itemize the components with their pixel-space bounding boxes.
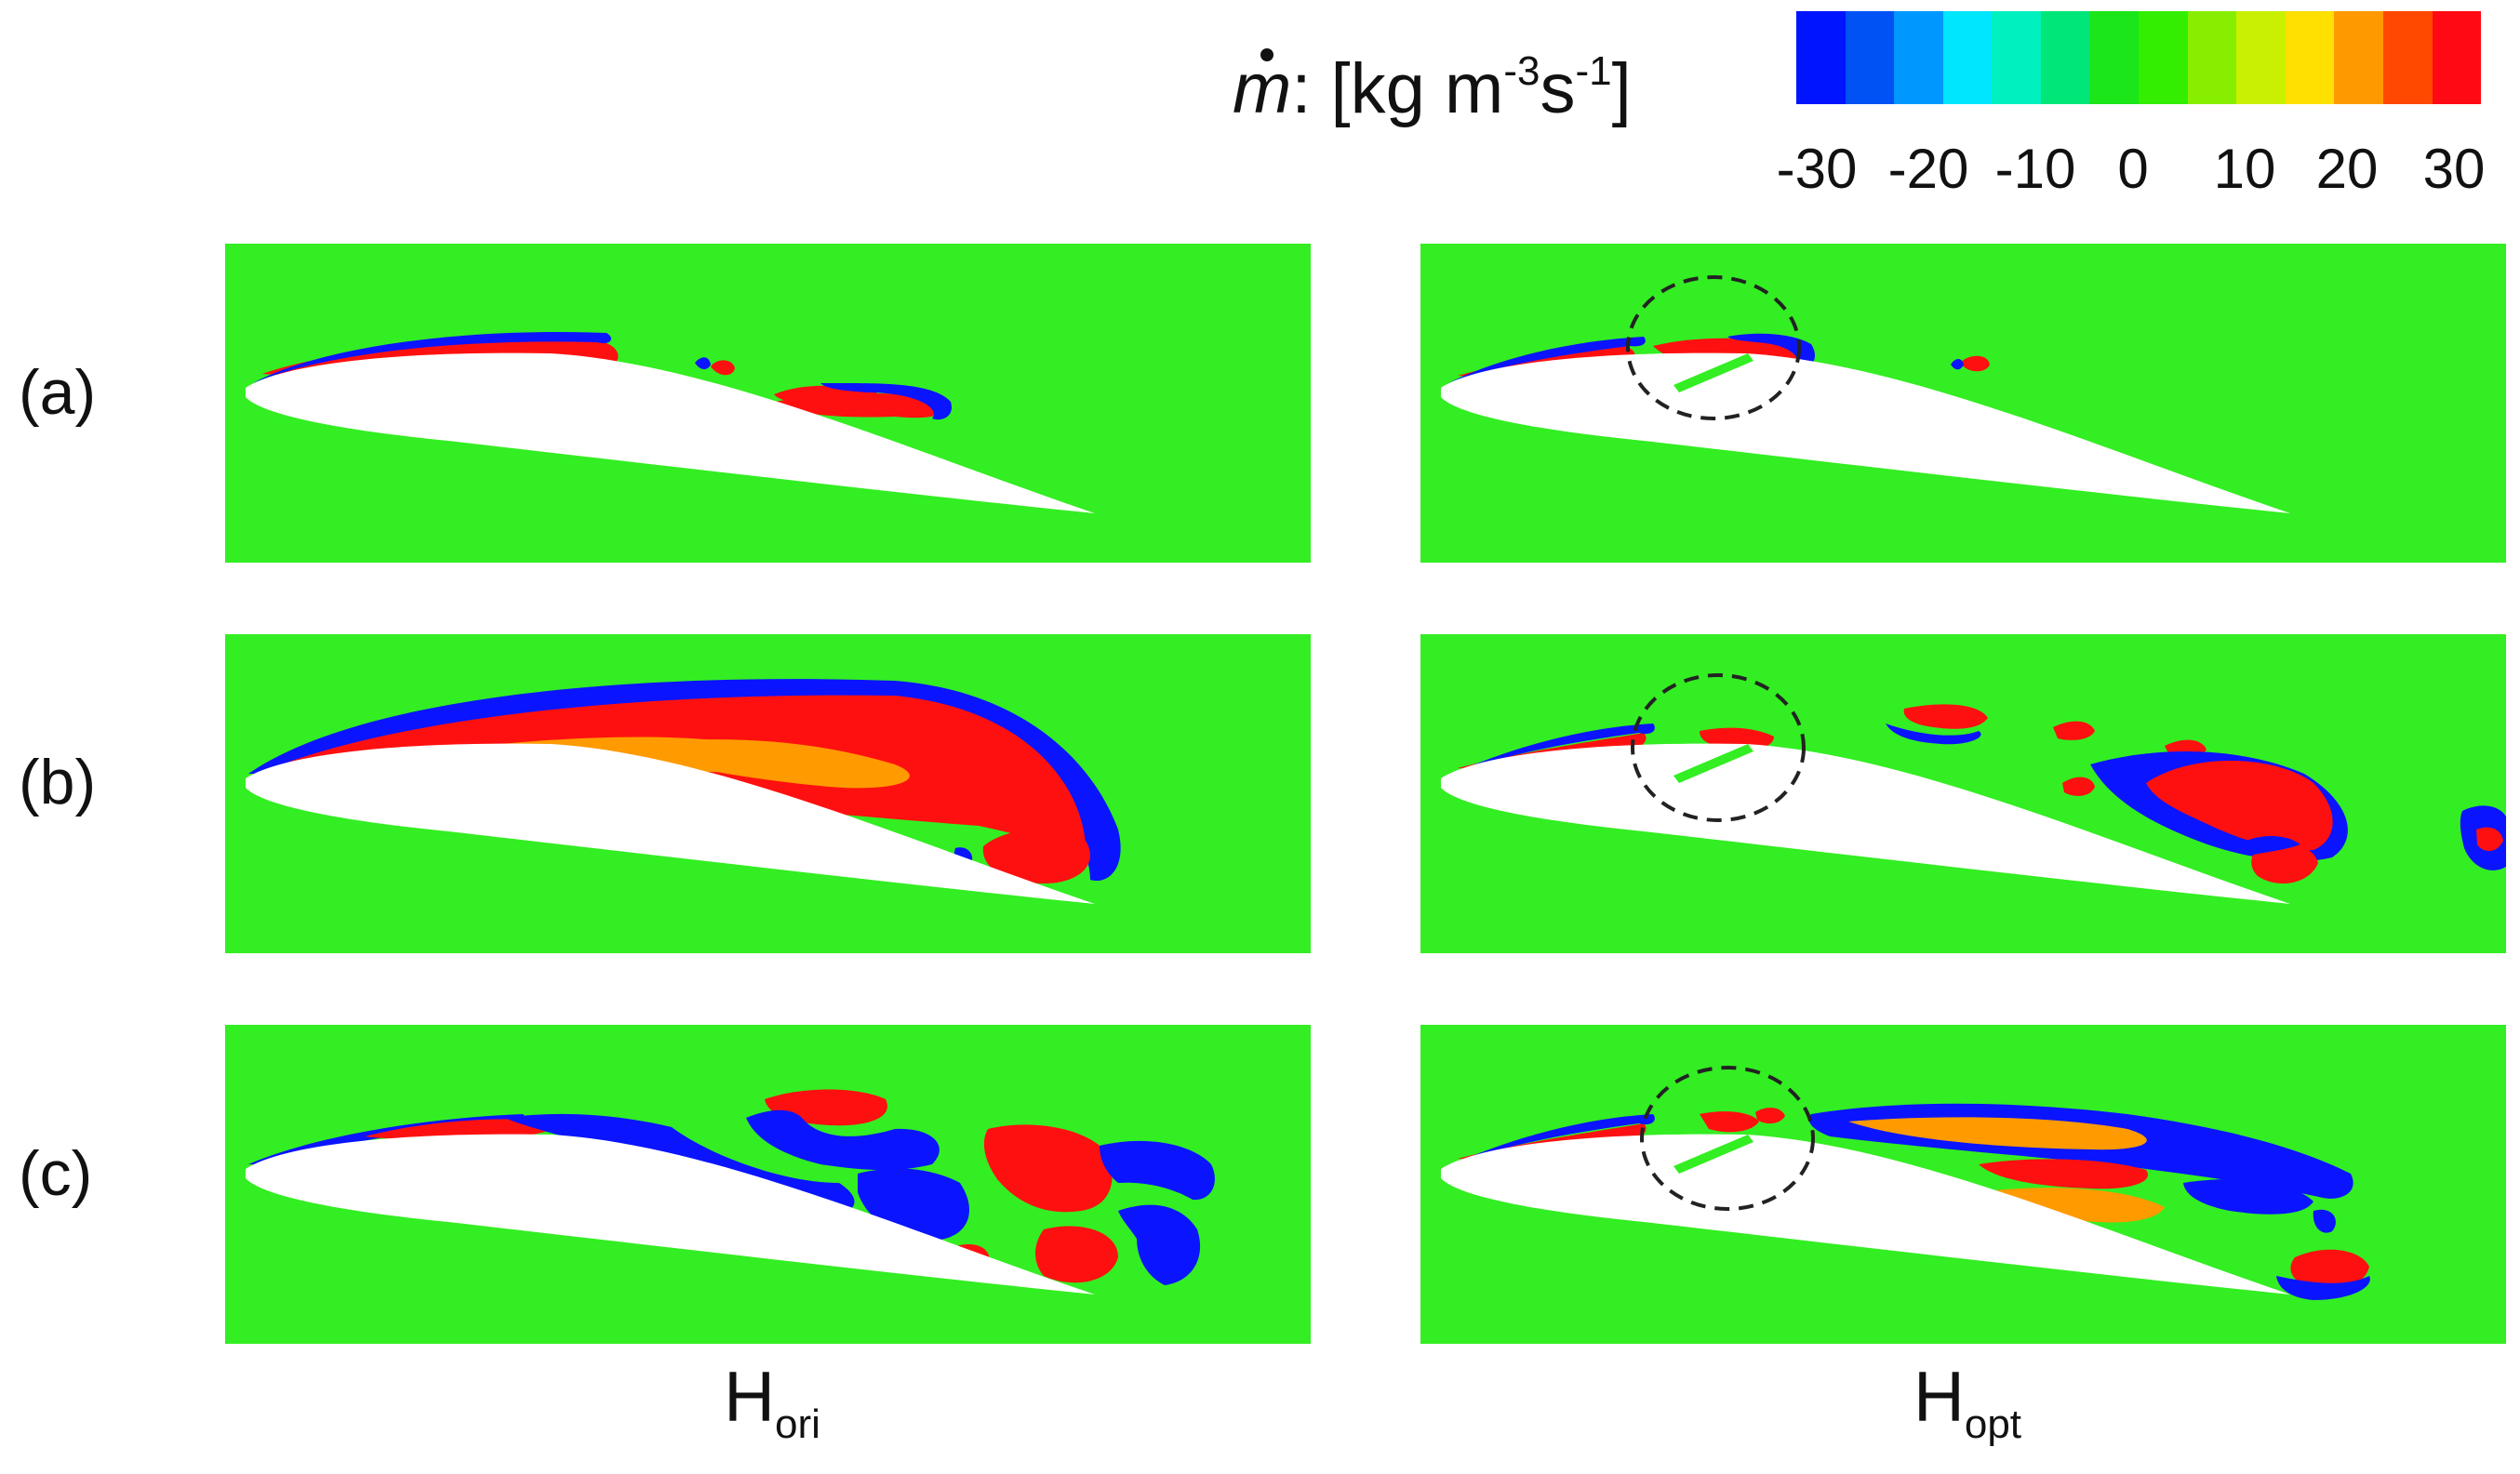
negative-rate-region — [2313, 1209, 2336, 1233]
colorbar-unit-text: : [kg m — [1291, 49, 1504, 128]
slat-element — [1673, 1135, 1753, 1174]
negative-rate-region — [253, 332, 611, 383]
negative-rate-region — [1727, 333, 1816, 369]
negative-rate-region — [1118, 1204, 1201, 1285]
colorbar-swatch — [1894, 11, 1943, 104]
negative-rate-region — [695, 357, 711, 370]
positive-rate-region — [2251, 843, 2318, 884]
colorbar-swatch — [2236, 11, 2286, 104]
colorbar-swatch — [2382, 11, 2433, 104]
colorbar-swatch — [2040, 11, 2090, 104]
positive-rate-region — [2146, 760, 2333, 851]
column-label-hori: Hori — [724, 1358, 820, 1447]
colorbar-swatch — [2187, 11, 2237, 104]
dashed-circle-highlight — [1626, 275, 1801, 420]
positive-rate-region — [1960, 355, 1990, 372]
negative-rate-region — [1951, 359, 1964, 370]
negative-rate-region — [2239, 836, 2300, 856]
negative-rate-region — [1448, 724, 1655, 776]
positive-rate-region — [2290, 1249, 2369, 1290]
colorbar-tick-label: 30 — [2422, 138, 2486, 200]
colorbar-swatch — [1845, 11, 1895, 104]
colorbar-swatch — [1796, 11, 1846, 104]
positive-rate-region — [1700, 1111, 1759, 1133]
panel-b-hori — [225, 634, 1311, 953]
positive-rate-region — [982, 829, 1090, 883]
colorbar-title: m: [kg m-3s-1] — [1233, 48, 1632, 128]
colorbar — [1796, 11, 2482, 104]
colorbar-swatch — [2334, 11, 2383, 104]
intermediate-rate-region — [1848, 1117, 2147, 1150]
colorbar-swatch — [1942, 11, 1993, 104]
row-label-a: (a) — [19, 357, 97, 428]
row-label-b: (b) — [19, 747, 97, 817]
positive-rate-region — [774, 393, 947, 418]
unit-exponent-2: -1 — [1575, 48, 1612, 94]
airfoil — [1441, 743, 2290, 904]
row-label-c: (c) — [19, 1138, 93, 1209]
negative-rate-region — [746, 1109, 940, 1171]
negative-rate-region — [1886, 724, 1981, 745]
colorbar-tick-label: 10 — [2213, 138, 2276, 200]
positive-rate-region — [2062, 777, 2095, 796]
column-label-hopt: Hopt — [1913, 1358, 2022, 1447]
negative-rate-region — [1448, 337, 1646, 383]
colorbar-swatch — [2139, 11, 2188, 104]
colorbar-tick-label: 0 — [2117, 138, 2149, 200]
intermediate-rate-region — [616, 739, 910, 789]
airfoil — [1441, 352, 2290, 513]
positive-rate-region — [983, 1124, 1113, 1213]
colorbar-tick-label: 20 — [2315, 138, 2379, 200]
negative-rate-region — [2183, 1179, 2313, 1215]
positive-rate-region — [2476, 827, 2503, 852]
positive-rate-region — [1979, 1159, 2148, 1189]
positive-rate-region — [2053, 721, 2095, 740]
positive-rate-region — [1035, 1226, 1118, 1283]
airfoil — [246, 352, 1095, 513]
colorbar-unit-s: s — [1540, 49, 1576, 128]
panel-c-hopt — [1420, 1025, 2506, 1344]
panel-a-hopt — [1420, 244, 2506, 563]
mass-rate-symbol: m — [1233, 48, 1292, 128]
slat-element — [1673, 353, 1753, 392]
panel-b-hopt — [1420, 634, 2506, 953]
unit-exponent-1: -3 — [1503, 48, 1540, 94]
negative-rate-region — [1100, 1140, 1215, 1201]
panel-a-hori — [225, 244, 1311, 563]
negative-rate-region — [1448, 1114, 1655, 1166]
colorbar-swatch — [1992, 11, 2041, 104]
negative-rate-region — [2276, 1276, 2370, 1300]
negative-rate-region — [820, 382, 952, 420]
positive-rate-region — [711, 360, 735, 376]
positive-rate-region — [1903, 704, 1988, 729]
colorbar-tick-label: -20 — [1887, 138, 1969, 200]
colorbar-tick-label: -10 — [1994, 138, 2076, 200]
dashed-circle-highlight — [1640, 1066, 1815, 1211]
dashed-circle-highlight — [1631, 673, 1806, 822]
colorbar-swatch — [2285, 11, 2335, 104]
colorbar-tick-label: -30 — [1776, 138, 1858, 200]
airfoil — [246, 1134, 1095, 1295]
colorbar-swatch — [2432, 11, 2482, 104]
colorbar-swatch — [2089, 11, 2140, 104]
colorbar-unit-close: ] — [1611, 49, 1632, 128]
airfoil — [246, 743, 1095, 904]
slat-element — [1673, 744, 1753, 783]
panel-c-hori — [225, 1025, 1311, 1344]
positive-rate-region — [1755, 1108, 1785, 1124]
intermediate-rate-region — [1979, 1188, 2165, 1223]
